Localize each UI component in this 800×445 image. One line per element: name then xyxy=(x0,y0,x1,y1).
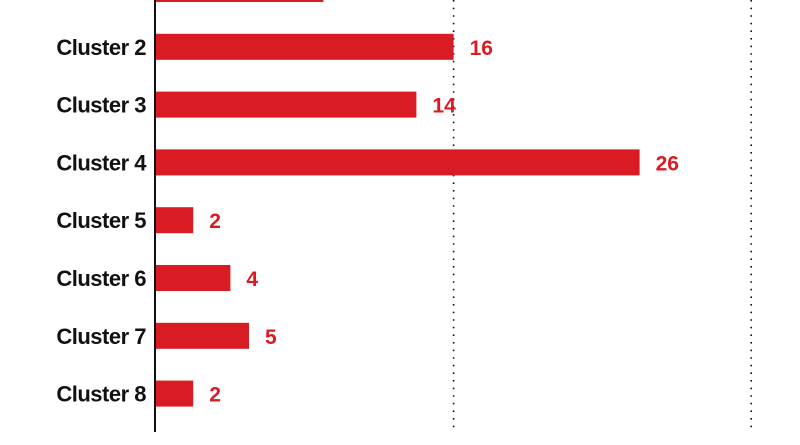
category-label-5: Cluster 5 xyxy=(56,208,146,233)
value-label-4: 26 xyxy=(656,152,679,175)
value-label-3: 14 xyxy=(432,95,456,118)
bar-cluster-6 xyxy=(156,265,231,291)
value-label-2: 16 xyxy=(470,37,493,60)
value-label-6: 4 xyxy=(246,268,258,291)
category-label-2: Cluster 2 xyxy=(56,35,146,60)
value-label-7: 5 xyxy=(265,326,277,349)
category-label-1: Cluster 1 xyxy=(56,0,146,2)
bar-cluster-7 xyxy=(156,322,249,349)
gridlines xyxy=(452,0,753,432)
bar-cluster-8 xyxy=(156,380,194,407)
bar-cluster-1 xyxy=(156,0,324,2)
value-label-8: 2 xyxy=(209,384,221,407)
category-label-7: Cluster 7 xyxy=(56,324,146,349)
bar-cluster-2 xyxy=(156,33,454,60)
bar-cluster-4 xyxy=(156,149,640,176)
bar-cluster-3 xyxy=(156,91,417,118)
category-label-3: Cluster 3 xyxy=(56,93,146,118)
value-label-5: 2 xyxy=(209,210,221,233)
category-label-6: Cluster 6 xyxy=(56,266,146,291)
category-label-8: Cluster 8 xyxy=(56,382,146,407)
bars xyxy=(156,0,640,407)
value-labels: 16 14 26 2 4 5 2 xyxy=(209,37,679,407)
bar-cluster-5 xyxy=(156,207,194,234)
category-label-4: Cluster 4 xyxy=(56,150,147,175)
category-labels: Cluster 1 Cluster 2 Cluster 3 Cluster 4 Clus… xyxy=(56,0,147,407)
